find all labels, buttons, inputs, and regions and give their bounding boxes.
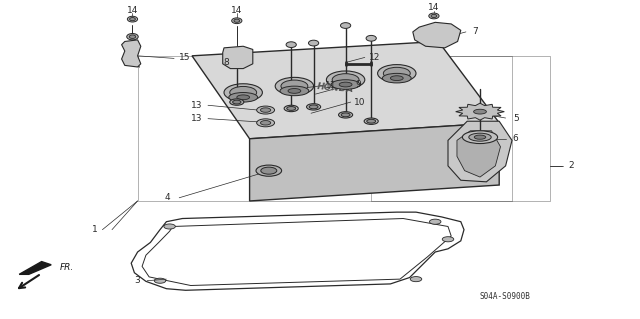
Text: 15: 15 bbox=[179, 53, 190, 62]
Ellipse shape bbox=[256, 165, 282, 176]
Text: 14: 14 bbox=[231, 6, 243, 15]
Ellipse shape bbox=[261, 167, 277, 174]
Ellipse shape bbox=[154, 278, 166, 283]
Ellipse shape bbox=[257, 119, 275, 127]
Ellipse shape bbox=[229, 93, 257, 102]
Ellipse shape bbox=[230, 99, 244, 105]
Text: 5: 5 bbox=[513, 114, 518, 122]
Text: S04A-S0900B: S04A-S0900B bbox=[480, 292, 531, 301]
Ellipse shape bbox=[275, 77, 314, 95]
Ellipse shape bbox=[339, 82, 352, 87]
Text: 10: 10 bbox=[354, 98, 365, 107]
Ellipse shape bbox=[332, 74, 359, 86]
Ellipse shape bbox=[233, 100, 241, 104]
Ellipse shape bbox=[309, 105, 318, 109]
Text: 3: 3 bbox=[134, 276, 140, 285]
Ellipse shape bbox=[383, 73, 412, 83]
Ellipse shape bbox=[332, 80, 360, 89]
Ellipse shape bbox=[127, 16, 138, 22]
Text: 13: 13 bbox=[191, 114, 203, 123]
Polygon shape bbox=[250, 123, 499, 201]
Ellipse shape bbox=[127, 33, 138, 40]
Ellipse shape bbox=[383, 67, 410, 79]
Text: 8: 8 bbox=[223, 58, 228, 67]
Ellipse shape bbox=[286, 42, 296, 48]
Ellipse shape bbox=[281, 80, 308, 92]
Ellipse shape bbox=[232, 18, 242, 24]
Polygon shape bbox=[192, 41, 499, 139]
Ellipse shape bbox=[410, 277, 422, 282]
Ellipse shape bbox=[234, 19, 240, 22]
Ellipse shape bbox=[308, 40, 319, 46]
Polygon shape bbox=[19, 262, 51, 274]
Polygon shape bbox=[456, 103, 504, 120]
Text: HONDA: HONDA bbox=[317, 82, 355, 94]
Ellipse shape bbox=[257, 106, 275, 114]
Ellipse shape bbox=[474, 109, 486, 114]
Ellipse shape bbox=[260, 121, 271, 125]
Ellipse shape bbox=[429, 13, 439, 19]
Polygon shape bbox=[413, 22, 461, 48]
Text: 4: 4 bbox=[165, 193, 170, 202]
Text: FR.: FR. bbox=[60, 263, 74, 272]
Ellipse shape bbox=[378, 64, 416, 82]
Ellipse shape bbox=[280, 86, 309, 96]
Text: 14: 14 bbox=[127, 6, 138, 15]
Ellipse shape bbox=[431, 14, 437, 18]
Ellipse shape bbox=[230, 86, 257, 99]
Ellipse shape bbox=[339, 112, 353, 118]
Text: 12: 12 bbox=[369, 53, 381, 62]
Ellipse shape bbox=[287, 107, 296, 110]
Ellipse shape bbox=[260, 108, 271, 112]
Ellipse shape bbox=[288, 89, 301, 93]
Ellipse shape bbox=[164, 224, 175, 229]
Ellipse shape bbox=[364, 118, 378, 124]
Ellipse shape bbox=[367, 119, 376, 123]
Text: 13: 13 bbox=[191, 101, 203, 110]
Polygon shape bbox=[457, 131, 500, 177]
Polygon shape bbox=[122, 40, 141, 67]
Ellipse shape bbox=[224, 84, 262, 101]
Ellipse shape bbox=[284, 105, 298, 112]
Text: 9: 9 bbox=[356, 80, 361, 89]
Ellipse shape bbox=[129, 35, 136, 39]
Ellipse shape bbox=[307, 104, 321, 110]
Ellipse shape bbox=[429, 219, 441, 224]
Text: 2: 2 bbox=[568, 161, 573, 170]
Text: 14: 14 bbox=[428, 4, 440, 12]
Ellipse shape bbox=[129, 18, 136, 21]
Polygon shape bbox=[448, 121, 512, 182]
Text: 1: 1 bbox=[92, 225, 97, 234]
Ellipse shape bbox=[340, 23, 351, 28]
Ellipse shape bbox=[237, 95, 250, 100]
Ellipse shape bbox=[366, 35, 376, 41]
Ellipse shape bbox=[326, 71, 365, 89]
Ellipse shape bbox=[462, 131, 498, 144]
Ellipse shape bbox=[442, 237, 454, 242]
Text: 11: 11 bbox=[325, 81, 337, 90]
Ellipse shape bbox=[341, 113, 350, 117]
Text: 6: 6 bbox=[513, 134, 518, 143]
Polygon shape bbox=[223, 46, 253, 69]
Ellipse shape bbox=[474, 135, 486, 139]
Ellipse shape bbox=[468, 133, 492, 141]
Text: 7: 7 bbox=[472, 27, 477, 36]
Ellipse shape bbox=[390, 76, 403, 81]
